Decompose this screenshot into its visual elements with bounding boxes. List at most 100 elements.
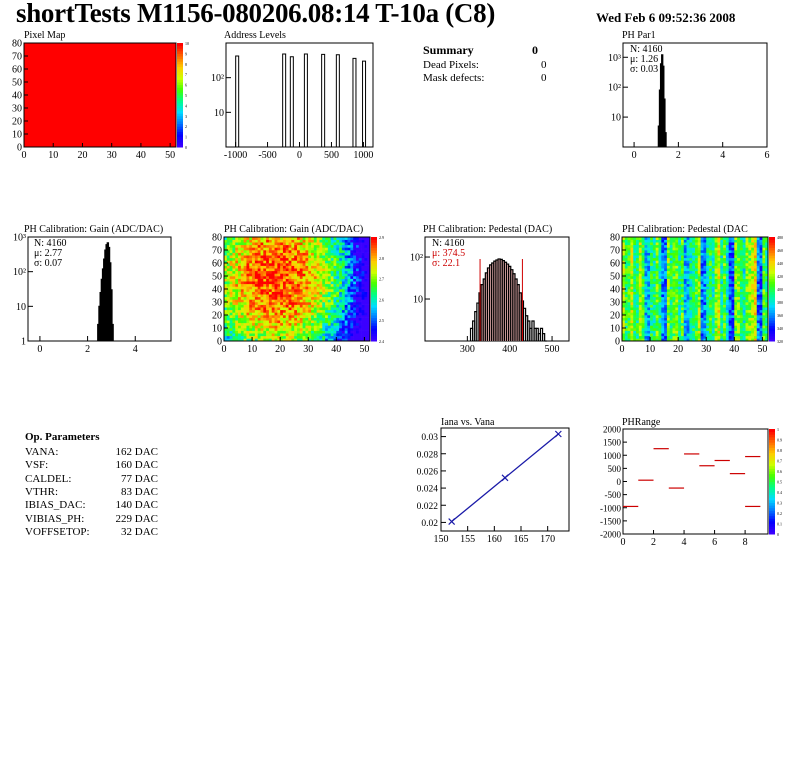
heatmap-cell bbox=[330, 294, 334, 298]
y-tick-label: 10 bbox=[413, 295, 423, 306]
heatmap-cell bbox=[683, 260, 687, 264]
heatmap-cell bbox=[641, 307, 645, 311]
heatmap-cell bbox=[723, 270, 727, 274]
heatmap-cell bbox=[327, 278, 331, 282]
heatmap-cell bbox=[246, 268, 250, 272]
heatmap-cell bbox=[658, 335, 662, 339]
heatmap-cell bbox=[762, 291, 766, 295]
heatmap-cell bbox=[624, 278, 628, 282]
pixel-map-colorbar-segment bbox=[177, 71, 183, 75]
heatmap-cell bbox=[344, 338, 348, 342]
heatmap-cell bbox=[361, 247, 365, 251]
heatmap-cell bbox=[299, 294, 303, 298]
heatmap-cell bbox=[753, 250, 758, 253]
heatmap-cell bbox=[299, 255, 303, 259]
heatmap-cell bbox=[759, 265, 763, 269]
heatmap-cell bbox=[669, 330, 673, 334]
heatmap-cell bbox=[311, 237, 315, 240]
heatmap-cell bbox=[680, 328, 685, 331]
heatmap-cell bbox=[353, 257, 357, 261]
heatmap-cell bbox=[277, 302, 281, 305]
heatmap-cell bbox=[703, 289, 707, 292]
heatmap-cell bbox=[745, 273, 749, 277]
heatmap-cell bbox=[739, 283, 744, 287]
heatmap-cell bbox=[728, 273, 732, 277]
heatmap-cell bbox=[723, 252, 727, 256]
heatmap-cell bbox=[703, 239, 707, 243]
heatmap-cell bbox=[336, 328, 340, 331]
heatmap-cell bbox=[664, 307, 668, 311]
heatmap-cell bbox=[641, 320, 645, 324]
heatmap-cell bbox=[294, 257, 298, 261]
heatmap-cell bbox=[686, 260, 690, 264]
summary-title: Summary bbox=[423, 43, 474, 57]
heatmap-cell bbox=[723, 244, 727, 248]
heatmap-cell bbox=[717, 265, 721, 269]
heatmap-cell bbox=[762, 257, 766, 261]
heatmap-cell bbox=[759, 247, 763, 251]
pixel-map-colorbar-segment bbox=[177, 115, 183, 119]
heatmap-cell bbox=[678, 255, 682, 259]
heatmap-cell bbox=[706, 296, 710, 300]
heatmap-cell bbox=[263, 242, 267, 246]
heatmap-cell bbox=[683, 270, 687, 274]
heatmap-cell bbox=[330, 268, 334, 272]
heatmap-cell bbox=[675, 257, 679, 261]
heatmap-cell bbox=[652, 307, 656, 311]
heatmap-cell bbox=[291, 242, 295, 246]
c6-colorbar-label: 440 bbox=[777, 261, 783, 266]
heatmap-cell bbox=[650, 296, 654, 300]
c6-colorbar-segment bbox=[769, 286, 775, 290]
heatmap-cell bbox=[765, 315, 769, 318]
heatmap-cell bbox=[339, 265, 343, 269]
heatmap-cell bbox=[700, 270, 704, 274]
heatmap-cell bbox=[280, 333, 284, 337]
heatmap-cell bbox=[650, 244, 654, 248]
heatmap-cell bbox=[683, 317, 687, 321]
heatmap-cell bbox=[226, 286, 230, 290]
heatmap-cell bbox=[280, 239, 284, 243]
heatmap-cell bbox=[700, 320, 704, 324]
heatmap-cell bbox=[675, 289, 679, 292]
heatmap-cell bbox=[633, 273, 637, 277]
heatmap-cell bbox=[327, 276, 331, 279]
op-param-value: 140 DAC bbox=[115, 499, 158, 512]
heatmap-cell bbox=[664, 296, 668, 300]
heatmap-cell bbox=[734, 268, 738, 272]
heatmap-cell bbox=[313, 302, 317, 305]
heatmap-cell bbox=[695, 257, 699, 261]
heatmap-cell bbox=[686, 283, 690, 287]
heatmap-cell bbox=[638, 273, 642, 277]
heatmap-cell bbox=[330, 265, 334, 269]
heatmap-cell bbox=[734, 309, 738, 313]
heatmap-cell bbox=[680, 268, 685, 272]
hist-bin-fill bbox=[489, 264, 492, 341]
heatmap-cell bbox=[355, 294, 360, 298]
heatmap-cell bbox=[748, 322, 752, 326]
heatmap-cell bbox=[765, 252, 769, 256]
heatmap-cell bbox=[305, 317, 309, 321]
heatmap-cell bbox=[636, 294, 640, 298]
heatmap-cell bbox=[622, 302, 626, 305]
heatmap-cell bbox=[678, 281, 682, 285]
heatmap-cell bbox=[627, 325, 631, 329]
heatmap-cell bbox=[683, 286, 687, 290]
y-tick-label: 70 bbox=[212, 246, 222, 257]
heatmap-cell bbox=[748, 270, 752, 274]
heatmap-cell bbox=[246, 265, 250, 269]
heatmap-cell bbox=[723, 304, 727, 308]
heatmap-cell bbox=[695, 247, 699, 251]
stat-sigma: σ: 0.07 bbox=[34, 258, 62, 269]
heatmap-cell bbox=[697, 328, 701, 331]
heatmap-cell bbox=[737, 250, 741, 253]
heatmap-cell bbox=[252, 328, 256, 331]
heatmap-cell bbox=[751, 286, 755, 290]
heatmap-cell bbox=[246, 296, 250, 300]
heatmap-cell bbox=[277, 338, 281, 342]
c4-colorbar-segment bbox=[371, 260, 377, 264]
heatmap-cell bbox=[675, 244, 679, 248]
heatmap-cell bbox=[232, 317, 236, 321]
heatmap-cell bbox=[666, 317, 671, 321]
heatmap-cell bbox=[728, 302, 732, 305]
heatmap-cell bbox=[288, 317, 292, 321]
